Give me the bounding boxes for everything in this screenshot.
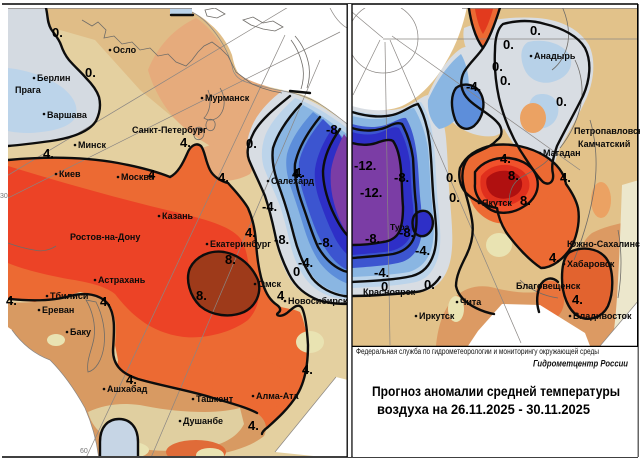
svg-text:8.: 8. bbox=[508, 168, 519, 183]
svg-text:-8.: -8. bbox=[365, 231, 380, 246]
svg-text:Тбилиси: Тбилиси bbox=[50, 291, 88, 301]
svg-text:4.: 4. bbox=[245, 225, 256, 240]
svg-text:30: 30 bbox=[0, 193, 8, 200]
svg-text:-4.: -4. bbox=[298, 255, 313, 270]
svg-text:Прага: Прага bbox=[15, 85, 42, 95]
svg-text:60: 60 bbox=[80, 448, 88, 455]
svg-text:Красноярск: Красноярск bbox=[363, 287, 416, 297]
svg-text:0.: 0. bbox=[85, 65, 96, 80]
svg-text:Ашхабад: Ашхабад bbox=[107, 384, 148, 394]
svg-text:Гидрометцентр России: Гидрометцентр России bbox=[533, 359, 628, 370]
svg-text:4.: 4. bbox=[248, 418, 259, 433]
svg-text:Казань: Казань bbox=[162, 211, 194, 221]
svg-text:-12.: -12. bbox=[360, 185, 382, 200]
svg-text:0: 0 bbox=[293, 264, 300, 279]
svg-text:0.: 0. bbox=[492, 59, 503, 74]
svg-text:Новосибирск: Новосибирск bbox=[288, 296, 348, 306]
svg-text:4.: 4. bbox=[294, 165, 305, 180]
svg-text:Екатеринбург: Екатеринбург bbox=[210, 239, 271, 249]
svg-text:4.: 4. bbox=[302, 362, 313, 377]
svg-text:Петропавловск: Петропавловск bbox=[574, 126, 640, 136]
svg-text:Минск: Минск bbox=[78, 140, 106, 150]
svg-text:0.: 0. bbox=[449, 190, 460, 205]
svg-text:Анадырь: Анадырь bbox=[534, 51, 576, 61]
svg-text:4.: 4. bbox=[292, 166, 303, 181]
svg-text:0.: 0. bbox=[503, 37, 514, 52]
svg-text:-8: -8 bbox=[326, 122, 338, 137]
svg-text:Федеральная служба по гидромет: Федеральная служба по гидрометеорологии … bbox=[356, 347, 599, 356]
svg-text:Тура: Тура bbox=[390, 222, 410, 232]
svg-text:-12.: -12. bbox=[354, 158, 376, 173]
svg-text:Прогноз аномалии средней темпе: Прогноз аномалии средней температуры bbox=[372, 384, 620, 399]
svg-text:Алма-Ата: Алма-Ата bbox=[256, 391, 300, 401]
svg-text:Благовещенск: Благовещенск bbox=[516, 281, 581, 291]
svg-text:Хабаровск: Хабаровск bbox=[567, 259, 615, 269]
svg-text:8.: 8. bbox=[520, 193, 531, 208]
svg-text:0.: 0. bbox=[556, 94, 567, 109]
svg-text:Ташкент: Ташкент bbox=[196, 394, 234, 404]
svg-text:0.: 0. bbox=[446, 170, 457, 185]
svg-text:0.: 0. bbox=[52, 25, 63, 40]
svg-text:Ереван: Ереван bbox=[42, 305, 74, 315]
svg-text:4.: 4. bbox=[549, 250, 560, 265]
svg-text:-8.: -8. bbox=[399, 225, 414, 240]
svg-text:Душанбе: Душанбе bbox=[183, 416, 223, 426]
svg-text:-4.: -4. bbox=[466, 79, 481, 94]
svg-text:0.: 0. bbox=[530, 23, 541, 38]
svg-text:0.: 0. bbox=[500, 73, 511, 88]
svg-text:4.: 4. bbox=[218, 170, 229, 185]
svg-text:Варшава: Варшава bbox=[47, 110, 88, 120]
svg-text:Магадан: Магадан bbox=[543, 148, 581, 158]
svg-text:Владивосток: Владивосток bbox=[573, 311, 632, 321]
svg-text:Астрахань: Астрахань bbox=[98, 275, 146, 285]
svg-text:4.: 4. bbox=[572, 292, 583, 307]
svg-text:Южно-Сахалинск: Южно-Сахалинск bbox=[567, 239, 640, 249]
svg-text:8.: 8. bbox=[196, 288, 207, 303]
svg-text:Баку: Баку bbox=[70, 327, 91, 337]
svg-text:Ростов-на-Дону: Ростов-на-Дону bbox=[70, 232, 140, 242]
svg-text:-8.: -8. bbox=[394, 170, 409, 185]
svg-text:Салехард: Салехард bbox=[271, 176, 314, 186]
svg-text:Омск: Омск bbox=[258, 279, 282, 289]
svg-text:-4.: -4. bbox=[262, 199, 277, 214]
svg-text:Иркутск: Иркутск bbox=[419, 311, 455, 321]
svg-text:Берлин: Берлин bbox=[37, 73, 70, 83]
svg-text:0.: 0. bbox=[424, 277, 435, 292]
svg-text:Москва: Москва bbox=[121, 172, 155, 182]
svg-text:-8.: -8. bbox=[274, 232, 289, 247]
svg-text:8.: 8. bbox=[225, 252, 236, 267]
svg-text:4.: 4. bbox=[43, 146, 54, 161]
svg-text:4.: 4. bbox=[126, 372, 137, 387]
svg-text:Мурманск: Мурманск bbox=[205, 93, 250, 103]
svg-text:0.: 0. bbox=[246, 136, 257, 151]
svg-text:4.: 4. bbox=[100, 294, 111, 309]
svg-text:4: 4 bbox=[148, 167, 156, 182]
svg-text:4: 4 bbox=[277, 288, 285, 303]
svg-text:-4.: -4. bbox=[415, 243, 430, 258]
svg-text:Киев: Киев bbox=[59, 169, 81, 179]
svg-text:Якутск: Якутск bbox=[482, 198, 512, 208]
svg-text:0: 0 bbox=[381, 279, 388, 294]
svg-text:4.: 4. bbox=[560, 170, 571, 185]
svg-text:Осло: Осло bbox=[113, 45, 137, 55]
svg-text:воздуха на 26.11.2025 - 30.1: воздуха на 26.11.2025 - 30.11.2025 bbox=[377, 402, 590, 417]
svg-text:-8.: -8. bbox=[318, 235, 333, 250]
svg-text:4.: 4. bbox=[180, 135, 191, 150]
svg-text:Камчатский: Камчатский bbox=[578, 139, 630, 149]
svg-text:-4.: -4. bbox=[374, 265, 389, 280]
svg-text:4.: 4. bbox=[500, 151, 511, 166]
svg-text:Санкт-Петербург: Санкт-Петербург bbox=[132, 125, 207, 135]
svg-text:Чита: Чита bbox=[460, 297, 482, 307]
svg-text:4.: 4. bbox=[6, 293, 17, 308]
